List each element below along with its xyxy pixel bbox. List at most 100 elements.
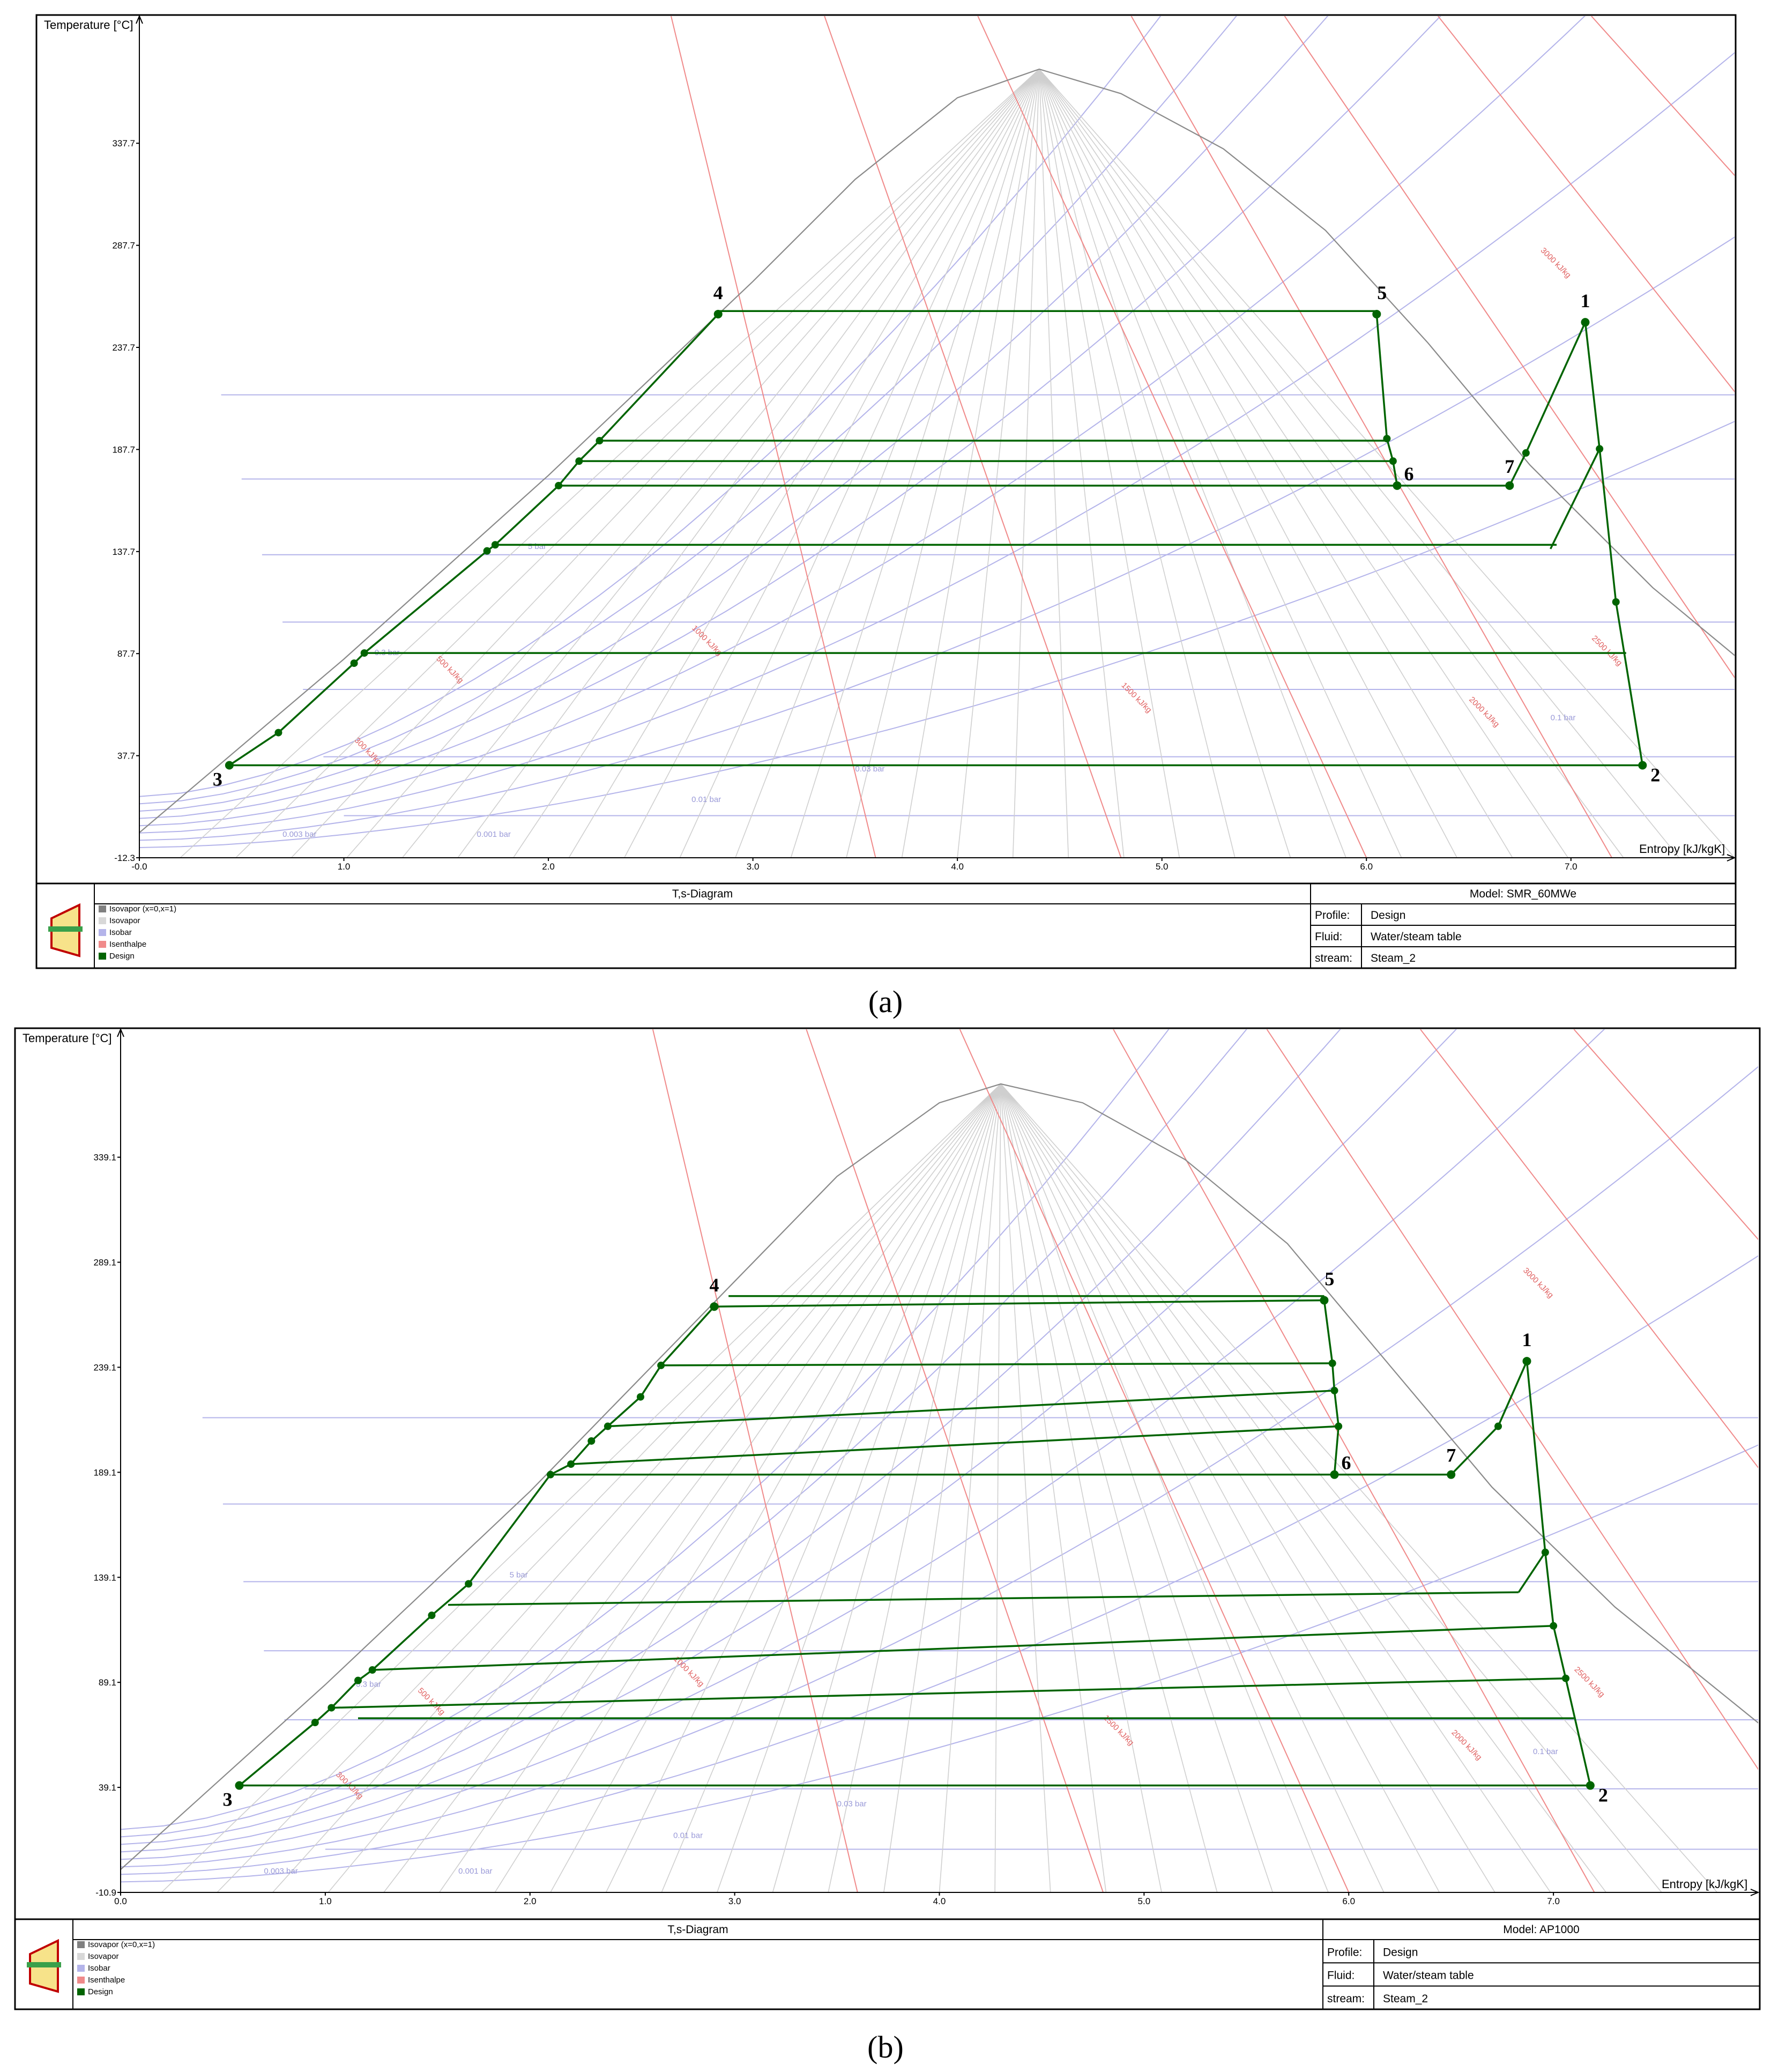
isovapor-line: [605, 1083, 1001, 1892]
isovapor-line: [661, 1083, 1001, 1892]
legend-swatch: [99, 929, 106, 936]
footer-info-key: Fluid:: [1327, 1970, 1355, 1982]
cycle-marker: [1596, 445, 1604, 453]
state-point-2: [1586, 1781, 1595, 1790]
isobar-line: [121, 1029, 1457, 1853]
footer-diagram-title: T,s-Diagram: [672, 888, 733, 900]
isovapor-line: [1000, 1083, 1329, 1892]
program-logo-bar-icon: [27, 1962, 61, 1967]
cycle-heat-line: [571, 1425, 1339, 1465]
footer-info-key: Fluid:: [1315, 931, 1342, 943]
cycle-marker: [575, 457, 583, 465]
y-tick-label: 237.7: [112, 343, 135, 353]
x-tick-label: 1.0: [338, 862, 351, 872]
state-point-4: [713, 309, 723, 318]
isovapor-line: [1000, 1083, 1606, 1892]
x-tick-label: 1.0: [319, 1896, 332, 1906]
y-tick-label: 187.7: [112, 444, 135, 455]
cycle-heat-line: [607, 1390, 1335, 1428]
isovapor-line: [1000, 1083, 1385, 1892]
footer-info-value: Water/steam table: [1383, 1970, 1474, 1982]
isovapor-line: [457, 69, 1040, 858]
cycle-lp-inlet-path: [1550, 448, 1601, 549]
isovapor-line: [1039, 69, 1513, 858]
cycle-marker: [1494, 1422, 1502, 1430]
cycle-marker: [555, 481, 563, 489]
panel-a-y-axis-title: Temperature [°C]: [44, 18, 133, 32]
legend-label: Design: [109, 952, 135, 961]
isovapor-line: [383, 1083, 1001, 1892]
cycle-marker: [483, 547, 491, 555]
state-point-label-6: 6: [1404, 463, 1413, 485]
footer-info-key: Profile:: [1327, 1946, 1362, 1958]
isobar-label: 0.03 bar: [855, 764, 884, 774]
cycle-marker: [604, 1422, 612, 1430]
isenthalpe-line: [1130, 16, 1612, 858]
cycle-marker: [1330, 1386, 1338, 1394]
isovapor-line: [901, 69, 1040, 858]
footer-info-key: stream:: [1327, 1993, 1365, 2005]
isenthalpe-line: [1420, 1029, 1758, 1468]
isovapor-line: [1039, 69, 1291, 858]
cycle-marker: [636, 1393, 644, 1401]
x-axis-arrow: [1727, 854, 1736, 862]
legend-swatch: [77, 1953, 85, 1960]
isenthalpe-line: [959, 1029, 1350, 1892]
y-axis-arrow: [117, 1028, 124, 1037]
state-point-3: [225, 761, 234, 770]
cycle-feedwater-path: [228, 313, 719, 766]
state-point-5: [1372, 309, 1381, 318]
footer-info-value: Design: [1383, 1946, 1418, 1958]
footer-info-value: Steam_2: [1371, 952, 1416, 964]
cycle-hp-expansion-path: [1375, 314, 1398, 486]
x-tick-label: 3.0: [728, 1896, 741, 1906]
cycle-marker: [311, 1719, 319, 1727]
panel-b-frame: [14, 1027, 1761, 2010]
isobar-label: 0.003 bar: [282, 830, 316, 839]
isovapor-line: [438, 1083, 1001, 1892]
state-point-label-6: 6: [1342, 1452, 1351, 1474]
cycle-marker: [1550, 1622, 1558, 1630]
y-tick-label: 89.1: [99, 1677, 116, 1688]
y-tick-label: 39.1: [99, 1783, 116, 1793]
isovapor-line: [328, 1083, 1001, 1892]
cycle-marker: [596, 437, 604, 445]
isovapor-line: [401, 69, 1040, 858]
y-tick-label: -12.3: [114, 853, 135, 863]
isovapor-line: [1039, 69, 1624, 858]
state-point-label-7: 7: [1505, 456, 1514, 477]
state-point-label-5: 5: [1377, 282, 1387, 303]
y-tick-label: 337.7: [112, 138, 135, 148]
y-tick-label: 239.1: [93, 1362, 116, 1372]
y-tick-label: 87.7: [117, 649, 135, 659]
x-tick-label: 2.0: [542, 862, 555, 872]
isovapor-line: [1038, 69, 1069, 858]
isobar-label: 0.1 bar: [1533, 1747, 1558, 1756]
isenthalpe-line: [1591, 16, 1735, 176]
isobar-line: [139, 16, 1441, 819]
state-point-label-4: 4: [713, 282, 723, 303]
panel-b: 5 bar 0.3 bar 0.1 bar 0.03 bar 0.01 bar 0.003…: [14, 1027, 1761, 2010]
cycle-heat-line: [661, 1362, 1333, 1367]
isenthalpe-line: [824, 16, 1122, 858]
isovapor-line: [957, 69, 1040, 858]
isenthalpe-line: [806, 1029, 1104, 1892]
state-point-label-3: 3: [222, 1789, 232, 1810]
isovapor-line: [550, 1083, 1001, 1892]
isobar-label: 0.1 bar: [1551, 714, 1576, 723]
cycle-marker: [465, 1580, 473, 1588]
state-point-label-7: 7: [1446, 1445, 1456, 1466]
isobar-line: [121, 1029, 1247, 1838]
footer-model-name: Model: SMR_60MWe: [1470, 888, 1576, 900]
isobar-line: [121, 1029, 1605, 1860]
isovapor-line: [161, 1083, 1001, 1892]
isovapor-line: [846, 69, 1040, 858]
isovapor-line: [883, 1083, 1001, 1892]
cycle-lp-inlet-path: [1517, 1551, 1546, 1593]
isovapor-line: [717, 1083, 1001, 1892]
state-point-label-2: 2: [1650, 764, 1660, 786]
isobar-label: 0.01 bar: [691, 795, 721, 804]
x-tick-label: 6.0: [1360, 862, 1373, 872]
state-point-1: [1522, 1357, 1531, 1366]
isovapor-line: [1000, 1083, 1107, 1892]
